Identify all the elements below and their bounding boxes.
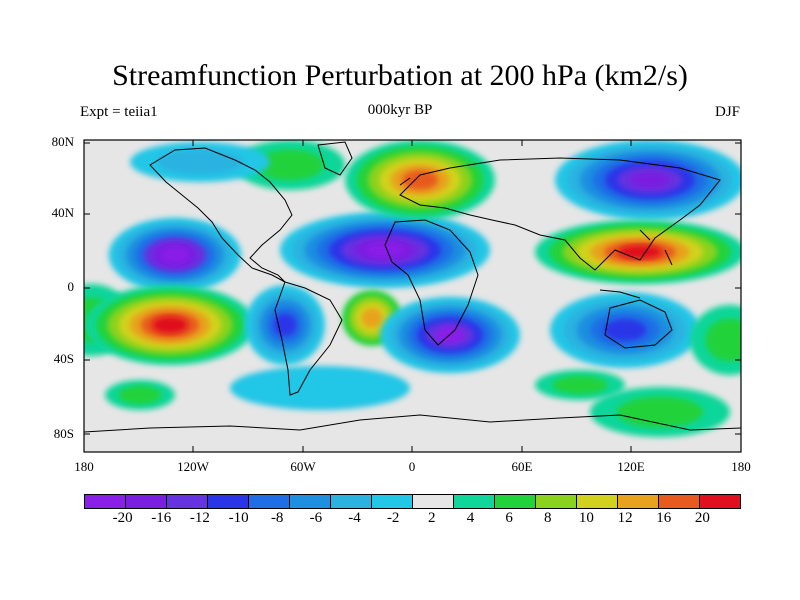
colorbar-swatch-10 [495, 495, 536, 508]
colorbar-swatch-13 [618, 495, 659, 508]
low-e-pacific-s-ring-1 [705, 318, 741, 362]
lat-label-40n: 40N [51, 205, 74, 220]
low-australia-ring-4 [603, 319, 647, 341]
axis-ticks [83, 140, 742, 452]
colorbar-label: -8 [270, 510, 284, 526]
lon-label-60w: 60W [290, 459, 316, 474]
colorbar-label: 20 [694, 510, 710, 526]
low-n-pacific-ring-7 [161, 247, 189, 263]
coast-north-america [149, 147, 293, 283]
low-asia-pacific-ring-6 [630, 171, 670, 189]
coast-south-america [274, 281, 343, 396]
colorbar-label: -16 [151, 510, 172, 526]
colorbar-swatch-4 [249, 495, 290, 508]
lon-label-120e: 120E [617, 459, 645, 474]
colorbar-label: 6 [505, 510, 513, 526]
high-w-pacific-ring-6 [617, 245, 663, 259]
coast-antarctica [84, 414, 741, 433]
colorbar-label: -2 [386, 510, 400, 526]
colorbar-swatch-14 [659, 495, 700, 508]
colorbar-swatch-12 [577, 495, 618, 508]
colorbar-swatch-15 [700, 495, 740, 508]
plot-title: Streamfunction Perturbation at 200 hPa (… [112, 59, 688, 92]
colorbar-swatch-1 [126, 495, 167, 508]
colorbar [84, 494, 741, 509]
season-label: DJF [714, 104, 740, 120]
colorbar-label: -12 [189, 510, 210, 526]
colorbar-swatch-7 [372, 495, 413, 508]
colorbar-label: -10 [228, 510, 249, 526]
coast-greenland [317, 141, 353, 176]
high-antarctic-ring-1 [616, 396, 704, 428]
lat-label-40s: 40S [53, 351, 74, 366]
lon-label-120w: 120W [177, 459, 209, 474]
high-s-pacific-ring-6 [152, 316, 188, 334]
colorbar-swatch-3 [208, 495, 249, 508]
low-n-atlantic-africa-ring-7 [365, 242, 405, 258]
colorbar-swatch-9 [454, 495, 495, 508]
coastlines [84, 141, 741, 433]
lat-label-80n: 80N [51, 134, 74, 149]
colorbar-labels: -20 -16 -12 -10 -8 -6 -4 -2 2 4 6 8 10 12 16 20 [84, 510, 741, 530]
colorbar-swatch-2 [167, 495, 208, 508]
colorbar-swatch-0 [85, 495, 126, 508]
high-n-pacific-strip-ring-1 [256, 149, 324, 181]
high-s-indian-ring-1 [552, 375, 608, 395]
lat-label-0: 0 [67, 279, 75, 294]
colorbar-swatch-8 [413, 495, 454, 508]
lon-label-180w: 180 [74, 459, 94, 474]
colorbar-label: -6 [309, 510, 323, 526]
lon-label-180e: 180 [731, 459, 751, 474]
high-europe-ring-5 [401, 170, 439, 190]
contour-field [84, 140, 741, 437]
coast-islands [399, 177, 673, 299]
coast-eurasia [399, 157, 721, 271]
colorbar-swatch-6 [331, 495, 372, 508]
colorbar-label: -20 [112, 510, 133, 526]
lon-label-60e: 60E [511, 459, 533, 474]
low-s-ocean-ring-0 [230, 366, 410, 410]
lon-label-0: 0 [408, 459, 416, 474]
colorbar-swatch-11 [536, 495, 577, 508]
low-s-america-ring-4 [273, 313, 297, 337]
low-n-canada-ring-1 [156, 149, 244, 175]
time-label: 000kyr BP [367, 102, 433, 118]
coast-africa [384, 219, 479, 346]
colorbar-label: 4 [466, 510, 475, 526]
colorbar-label: 10 [578, 510, 594, 526]
colorbar-label: 2 [428, 510, 436, 526]
colorbar-label: 12 [617, 510, 633, 526]
high-s-pacific-east-ring-1 [118, 385, 162, 405]
colorbar-swatch-5 [290, 495, 331, 508]
lat-label-80s: 80S [53, 426, 74, 441]
high-s-atlantic-ring-3 [361, 308, 383, 328]
colorbar-label: 16 [656, 510, 672, 526]
colorbar-label: 8 [544, 510, 552, 526]
coast-australia [604, 299, 673, 349]
colorbar-label: -4 [348, 510, 361, 526]
experiment-label: Expt = teiia1 [80, 104, 158, 120]
